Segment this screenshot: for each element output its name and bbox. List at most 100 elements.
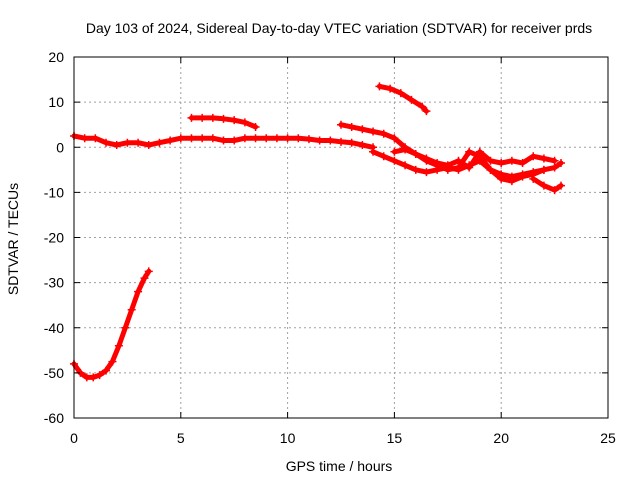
x-tick-label: 25	[600, 430, 616, 446]
data-point	[134, 138, 143, 147]
series-track-f	[375, 82, 431, 116]
x-tick-label: 20	[493, 430, 509, 446]
series-track-d	[529, 174, 566, 195]
data-point	[134, 287, 143, 296]
data-point	[443, 161, 452, 170]
y-tick-label: -60	[44, 410, 64, 426]
data-point	[497, 159, 506, 168]
series-line	[391, 147, 558, 171]
chart-title: Day 103 of 2024, Sidereal Day-to-day VTE…	[86, 20, 592, 36]
x-tick-label: 5	[177, 430, 185, 446]
y-tick-label: -30	[44, 275, 64, 291]
data-point	[187, 134, 196, 143]
data-point	[251, 134, 260, 143]
data-point	[140, 274, 149, 283]
data-point	[304, 135, 313, 144]
data-point	[121, 323, 130, 332]
data-point	[497, 174, 506, 183]
data-point	[379, 129, 388, 138]
data-point	[123, 138, 132, 147]
series-track-c	[390, 145, 559, 172]
data-point	[422, 154, 431, 163]
data-point	[272, 134, 281, 143]
data-point	[219, 114, 228, 123]
data-point	[465, 163, 474, 172]
data-point	[358, 140, 367, 149]
data-point	[390, 147, 399, 156]
data-point	[507, 156, 516, 165]
y-tick-label: 20	[48, 49, 64, 65]
data-point	[230, 136, 239, 145]
data-point	[454, 163, 463, 172]
data-point	[347, 122, 356, 131]
data-point	[187, 113, 196, 122]
data-point	[375, 82, 384, 91]
data-point	[390, 156, 399, 165]
data-point	[475, 147, 484, 156]
data-point	[208, 113, 217, 122]
axis-ticks: 0 5 10 15 20 25 -60 -50 -40 -30 -20 -10 0 10 20	[44, 49, 616, 446]
data-point	[369, 127, 378, 136]
data-point	[401, 161, 410, 170]
data-point	[176, 134, 185, 143]
series-track-e	[187, 113, 260, 131]
y-tick-label: -40	[44, 320, 64, 336]
data-point	[539, 181, 548, 190]
y-tick-label: -10	[44, 184, 64, 200]
data-point	[557, 181, 566, 190]
data-point	[283, 134, 292, 143]
data-point	[507, 177, 516, 186]
data-point	[95, 371, 104, 380]
data-point	[539, 154, 548, 163]
data-point	[518, 159, 527, 168]
data-point	[557, 159, 566, 168]
data-point	[550, 163, 559, 172]
data-point	[262, 134, 271, 143]
data-point	[358, 125, 367, 134]
x-tick-label: 15	[387, 430, 403, 446]
data-point	[407, 95, 416, 104]
data-point	[454, 156, 463, 165]
data-point	[379, 152, 388, 161]
y-tick-label: -20	[44, 230, 64, 246]
data-point	[347, 138, 356, 147]
grid-lines	[74, 57, 608, 418]
data-point	[337, 120, 345, 129]
data-point	[396, 89, 405, 98]
x-axis-label: GPS time / hours	[286, 458, 393, 474]
data-point	[80, 134, 89, 143]
data-point	[401, 145, 410, 154]
data-point	[465, 147, 474, 156]
data-point	[386, 84, 395, 93]
data-point	[198, 134, 207, 143]
data-point	[550, 186, 559, 195]
data-point	[433, 159, 442, 168]
data-point	[486, 156, 495, 165]
data-point	[529, 152, 538, 161]
data-point	[155, 138, 164, 147]
data-point	[422, 107, 431, 116]
data-point	[240, 134, 249, 143]
data-point	[315, 136, 324, 145]
data-point	[91, 134, 100, 143]
data-point	[230, 116, 239, 125]
data-point	[422, 168, 431, 177]
data-point	[144, 267, 153, 276]
x-tick-label: 10	[280, 430, 296, 446]
data-point	[108, 357, 117, 366]
data-point	[418, 102, 427, 111]
y-tick-label: -50	[44, 365, 64, 381]
data-point	[102, 138, 111, 147]
data-point	[114, 341, 123, 350]
data-point	[251, 122, 260, 131]
data-point	[127, 305, 136, 314]
data-point	[208, 134, 217, 143]
data-point	[337, 137, 345, 146]
data-point	[411, 165, 420, 174]
x-tick-label: 0	[70, 430, 78, 446]
data-point	[550, 156, 559, 165]
data-point	[102, 366, 111, 375]
data-point	[112, 140, 121, 149]
